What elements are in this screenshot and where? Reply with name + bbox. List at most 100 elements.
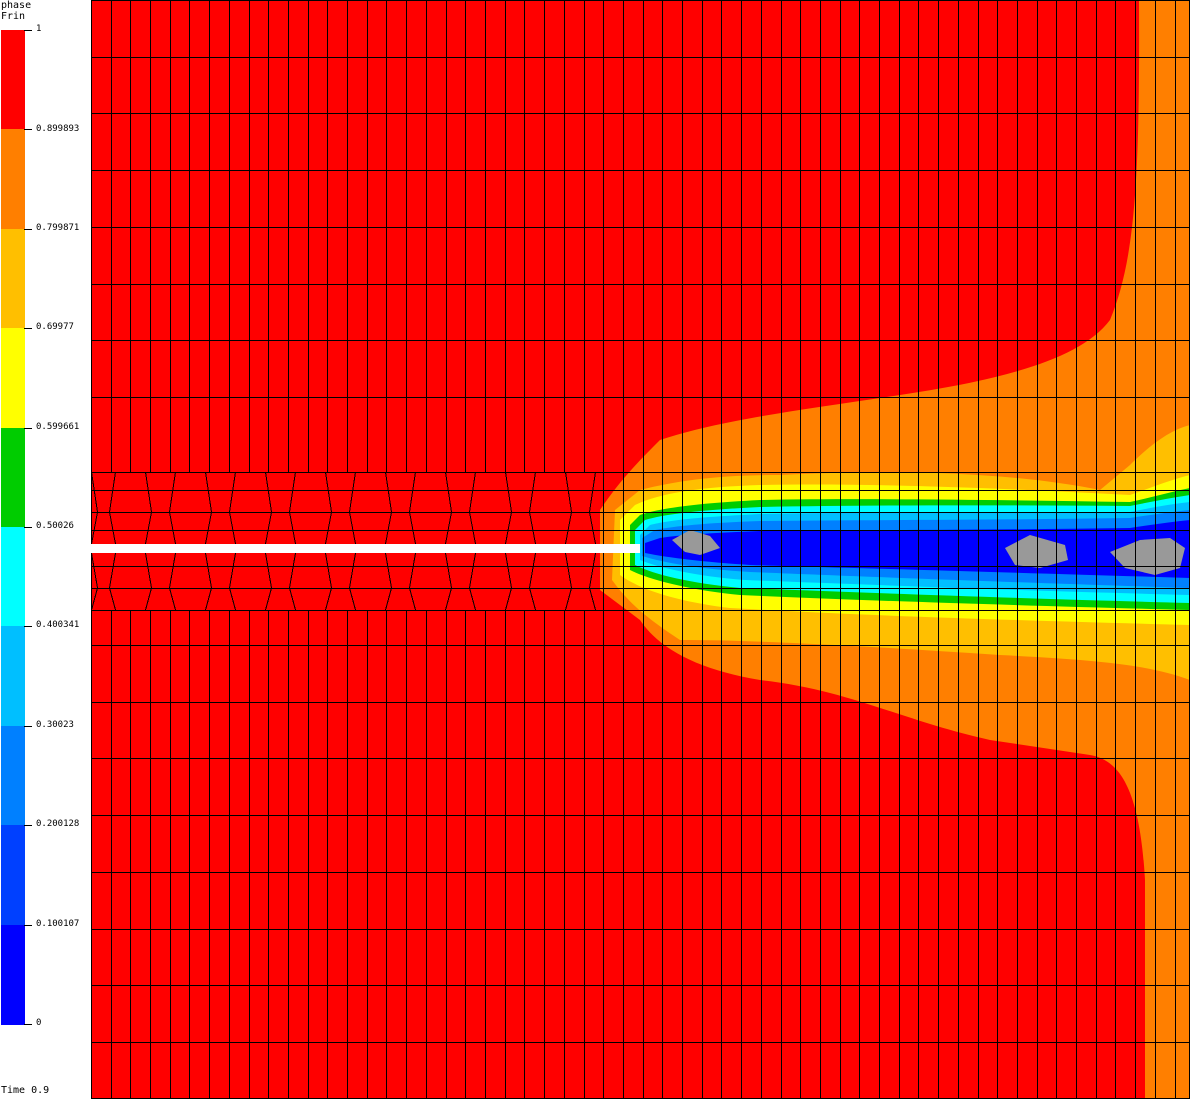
- mesh-ref-top-a-16: [565, 471, 572, 513]
- mesh-ref-top-a-8: [325, 471, 332, 513]
- mesh-ref-bot-a-2: [145, 552, 152, 589]
- mesh-ref-top-a-1: [109, 471, 116, 513]
- time-label: Time 0.9: [1, 1085, 50, 1096]
- mesh-ref-top-a-2: [145, 471, 152, 513]
- gray-cell-1: [672, 530, 720, 555]
- legend-band-6: [1, 626, 25, 727]
- legend-tick-mark-9: [24, 925, 32, 926]
- mesh-ref-top-a-10: [385, 471, 392, 513]
- mesh-ref-bot-b-1: [109, 587, 116, 611]
- mesh-ref-top-a-11: [409, 471, 416, 513]
- legend-band-0: [1, 30, 25, 130]
- mesh-ref-top-a-0: [91, 471, 98, 513]
- mesh-ref-top-b-5: [229, 511, 236, 545]
- mesh-ref-bot-b-4: [205, 587, 212, 611]
- mesh-ref-bot-a-0: [91, 552, 98, 589]
- legend-band-4: [1, 427, 25, 528]
- mesh-ref-top-b-10: [385, 511, 392, 545]
- mesh-ref-top-a-6: [265, 471, 272, 513]
- legend-tick-mark-10: [24, 1024, 32, 1025]
- mesh-ref-bot-a-13: [469, 552, 476, 589]
- legend-title-phase: phase: [1, 0, 32, 11]
- gray-cell-3: [1110, 538, 1185, 575]
- mesh-ref-top-b-2: [145, 511, 152, 545]
- legend-tick-1: 0.899893: [36, 124, 80, 134]
- legend-tick-mark-2: [24, 229, 32, 230]
- legend-band-1: [1, 129, 25, 230]
- mesh-ref-bot-a-3: [169, 552, 176, 589]
- mesh-ref-top-a-15: [529, 471, 536, 513]
- legend-band-3: [1, 328, 25, 429]
- legend-tick-3: 0.69977: [36, 322, 74, 332]
- legend-tick-7: 0.30023: [36, 720, 74, 730]
- mesh-ref-top-a-3: [169, 471, 176, 513]
- mesh-ref-bot-a-9: [349, 552, 356, 589]
- legend-band-5: [1, 527, 25, 627]
- legend-band-9: [1, 924, 25, 1025]
- legend-tick-4: 0.599661: [36, 422, 80, 432]
- mesh-ref-bot-b-6: [265, 587, 272, 611]
- legend-tick-mark-8: [24, 825, 32, 826]
- mesh-ref-bot-b-8: [325, 587, 332, 611]
- mesh-ref-top-b-0: [91, 511, 98, 545]
- mesh-ref-bot-b-14: [505, 587, 512, 611]
- legend-tick-2: 0.799871: [36, 223, 80, 233]
- mesh-ref-top-a-7: [289, 471, 296, 513]
- mesh-ref-top-a-9: [349, 471, 356, 513]
- mesh-ref-bot-a-15: [529, 552, 536, 589]
- legend-color-bar: [1, 30, 25, 1025]
- mesh-ref-top-b-14: [505, 511, 512, 545]
- mesh-ref-bot-b-0: [91, 587, 98, 611]
- mesh-ref-top-a-17: [589, 471, 596, 513]
- mesh-ref-bot-b-17: [589, 587, 596, 611]
- legend-tick-mark-3: [24, 328, 32, 329]
- legend-band-8: [1, 825, 25, 926]
- legend-tick-0: 1: [36, 24, 42, 34]
- mesh-ref-bot-a-8: [325, 552, 332, 589]
- mesh-ref-top-b-16: [565, 511, 572, 545]
- legend-tick-5: 0.50026: [36, 521, 74, 531]
- mesh-ref-bot-a-12: [445, 552, 452, 589]
- mesh-ref-bot-a-10: [385, 552, 392, 589]
- mesh-ref-bot-b-13: [469, 587, 476, 611]
- legend-tick-mark-6: [24, 626, 32, 627]
- mesh-ref-top-b-15: [529, 511, 536, 545]
- mesh-ref-bot-b-15: [529, 587, 536, 611]
- legend-tick-9: 0.100107: [36, 919, 80, 929]
- legend-band-2: [1, 228, 25, 329]
- mesh-ref-bot-b-5: [229, 587, 236, 611]
- mesh-ref-top-a-14: [505, 471, 512, 513]
- mesh-ref-top-b-3: [169, 511, 176, 545]
- mesh-ref-top-b-9: [349, 511, 356, 545]
- mesh-ref-bot-b-7: [289, 587, 296, 611]
- mesh-grid: [91, 0, 1190, 1099]
- legend-band-7: [1, 725, 25, 826]
- mesh-ref-bot-b-16: [565, 587, 572, 611]
- mesh-ref-bot-a-17: [589, 552, 596, 589]
- crack-slit: [91, 544, 640, 553]
- mesh-ref-top-b-8: [325, 511, 332, 545]
- mesh-ref-bot-a-7: [289, 552, 296, 589]
- mesh-ref-bot-a-14: [505, 552, 512, 589]
- mesh-ref-top-b-6: [265, 511, 272, 545]
- legend-tick-6: 0.400341: [36, 620, 80, 630]
- mesh-ref-top-b-1: [109, 511, 116, 545]
- mesh-ref-bot-a-4: [205, 552, 212, 589]
- mesh-ref-top-b-7: [289, 511, 296, 545]
- mesh-ref-top-b-17: [589, 511, 596, 545]
- mesh-ref-bot-b-3: [169, 587, 176, 611]
- legend-tick-mark-5: [24, 527, 32, 528]
- legend-tick-8: 0.200128: [36, 819, 80, 829]
- mesh-ref-bot-b-2: [145, 587, 152, 611]
- mesh-ref-bot-b-11: [409, 587, 416, 611]
- gray-cell-2: [1005, 535, 1068, 568]
- mesh-ref-bot-a-16: [565, 552, 572, 589]
- mesh-ref-top-b-11: [409, 511, 416, 545]
- mesh-ref-top-b-13: [469, 511, 476, 545]
- legend-title-variable: Frin: [1, 11, 26, 22]
- mesh-ref-bot-a-6: [265, 552, 272, 589]
- mesh-ref-top-a-4: [205, 471, 212, 513]
- legend-tick-mark-0: [24, 30, 32, 31]
- mesh-ref-top-b-12: [445, 511, 452, 545]
